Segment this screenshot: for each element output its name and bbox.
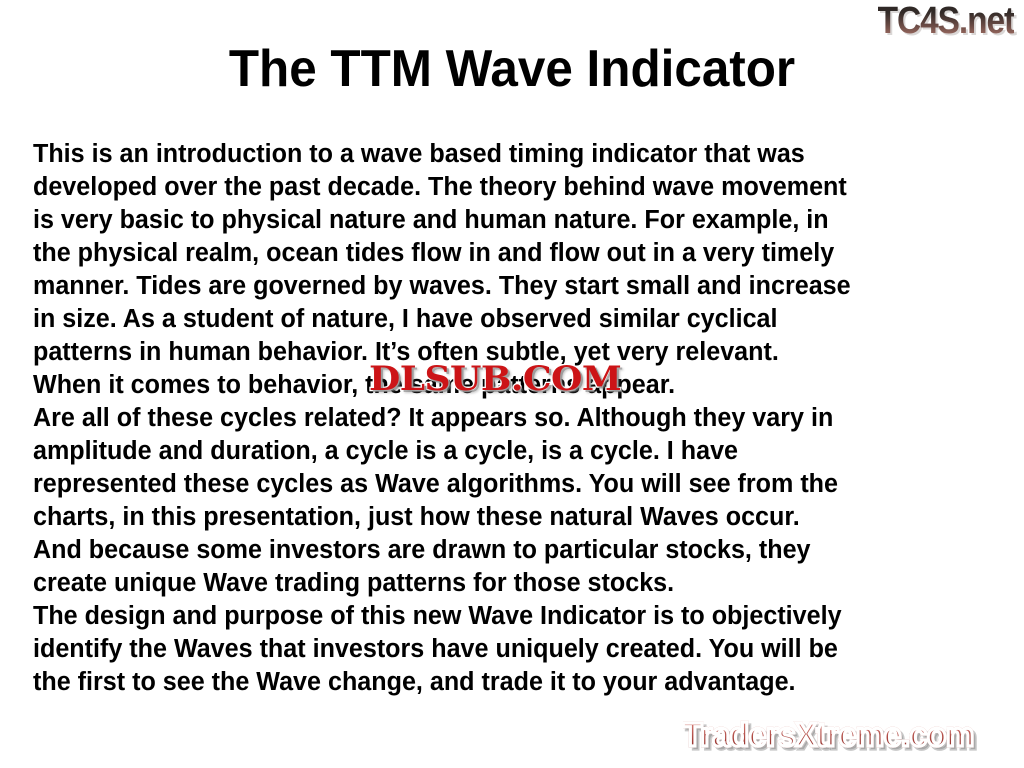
body-line: the physical realm, ocean tides flow in …	[33, 239, 835, 267]
body-line: The design and purpose of this new Wave …	[33, 602, 842, 630]
body-line: patterns in human behavior. It’s often s…	[33, 338, 779, 366]
body-line: the first to see the Wave change, and tr…	[33, 668, 796, 696]
body-line: represented these cycles as Wave algorit…	[33, 470, 839, 498]
body-line: manner. Tides are governed by waves. The…	[33, 272, 851, 300]
body-line: When it comes to behavior, the same patt…	[33, 371, 676, 399]
body-line: charts, in this presentation, just how t…	[33, 503, 800, 531]
body-line: amplitude and duration, a cycle is a cyc…	[33, 437, 739, 465]
body-line: This is an introduction to a wave based …	[33, 140, 805, 168]
footer-logo-shadow: TradersXtreme.com	[684, 717, 978, 757]
slide-title: The TTM Wave Indicator	[228, 40, 796, 98]
slide-body-text: This is an introduction to a wave based …	[33, 138, 993, 699]
brand-logo-tc4s: TC4S.net	[877, 0, 1016, 42]
body-line: in size. As a student of nature, I have …	[33, 305, 778, 333]
body-line: Are all of these cycles related? It appe…	[33, 404, 834, 432]
body-line: identify the Waves that investors have u…	[33, 635, 838, 663]
dlsub-watermark: DLSUB.COM	[368, 359, 624, 400]
body-line: And because some investors are drawn to …	[33, 536, 811, 564]
footer-logo-tradersxtreme: TradersXtreme.com	[681, 714, 975, 754]
body-line: create unique Wave trading patterns for …	[33, 569, 675, 597]
brand-logo-shadow: TC4S.net	[880, 4, 1018, 42]
body-line: developed over the past decade. The theo…	[33, 173, 847, 201]
body-line: is very basic to physical nature and hum…	[33, 206, 829, 234]
